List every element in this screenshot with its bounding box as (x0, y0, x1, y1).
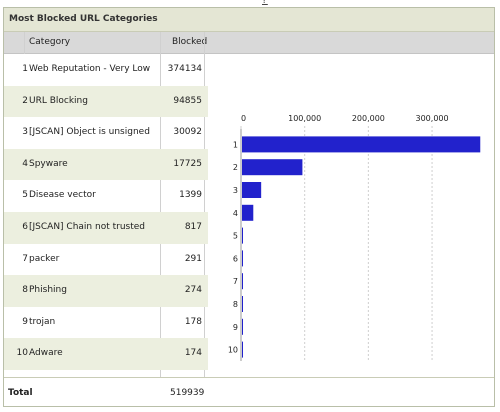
bar[interactable] (242, 273, 243, 290)
blocked-bar-chart: 0 100,000 200,000 300,000 1 2 3 4 5 6 7 8 9 10 (228, 114, 481, 361)
row-rank: 6 (22, 221, 28, 232)
x-tick-label: 200,000 (352, 114, 385, 123)
bar[interactable] (242, 182, 262, 198)
y-tick-label: 10 (228, 346, 238, 355)
column-divider (160, 32, 161, 377)
column-divider (204, 32, 205, 377)
header-category[interactable]: Category (29, 37, 71, 47)
bar[interactable] (242, 296, 243, 312)
row-blocked-count: 374134 (167, 64, 202, 74)
bar[interactable] (242, 318, 243, 335)
table-row: 9 trojan 178 (4, 307, 208, 339)
row-blocked-count: 178 (184, 316, 202, 327)
panel-title: Most Blocked URL Categories (4, 8, 494, 32)
y-tick-label: 5 (233, 232, 238, 241)
row-blocked-count: 274 (184, 285, 202, 296)
row-rank: 5 (22, 190, 28, 201)
row-category[interactable]: trojan (29, 316, 56, 327)
y-tick-label: 2 (233, 163, 238, 172)
total-label: Total (8, 388, 33, 398)
y-tick-label: 4 (233, 209, 238, 218)
y-tick-label: 3 (233, 186, 238, 195)
column-divider (24, 32, 25, 54)
row-category[interactable]: Adware (29, 348, 63, 359)
most-blocked-url-categories-panel: Most Blocked URL Categories Category Blo… (3, 7, 495, 407)
bar[interactable] (242, 341, 243, 358)
row-category[interactable]: URL Blocking (29, 95, 88, 106)
table-row: 7 packer 291 (4, 244, 208, 276)
table-row: 4 Spyware 17725 (4, 148, 208, 181)
x-tick-label: 100,000 (288, 114, 321, 123)
row-blocked-count: 1399 (179, 190, 202, 201)
table-row: 1 Web Reputation - Very Low 374134 (4, 54, 208, 86)
bar[interactable] (242, 250, 243, 267)
row-category[interactable]: Spyware (29, 158, 68, 169)
total-value: 519939 (170, 388, 205, 398)
bar[interactable] (242, 159, 303, 176)
table-row: 2 URL Blocking 94855 (4, 85, 208, 118)
table-row: 3 [JSCAN] Object is unsigned 30092 (4, 117, 208, 149)
row-blocked-count: 817 (184, 221, 202, 232)
row-blocked-count: 174 (184, 348, 202, 359)
y-tick-label: 8 (233, 300, 238, 309)
x-tick-label: 300,000 (416, 114, 449, 123)
bar[interactable] (242, 204, 254, 221)
table-row: 8 Phishing 274 (4, 275, 208, 307)
table-row: 5 Disease vector 1399 (4, 180, 208, 212)
row-rank: 9 (22, 316, 28, 327)
category-table: 1 Web Reputation - Very Low 374134 2 URL Blo… (4, 54, 208, 370)
row-category[interactable]: [JSCAN] Object is unsigned (29, 127, 150, 138)
y-tick-label: 6 (233, 254, 238, 263)
row-rank: 4 (22, 158, 28, 169)
y-tick-label: 7 (233, 277, 238, 286)
row-category[interactable]: Disease vector (29, 190, 96, 201)
row-rank: 2 (22, 95, 28, 106)
row-rank: 3 (22, 127, 28, 138)
row-blocked-count: 17725 (173, 158, 202, 169)
row-category[interactable]: packer (29, 253, 60, 264)
row-blocked-count: 30092 (173, 127, 202, 138)
total-row: Total 519939 (4, 377, 494, 408)
y-tick-label: 9 (233, 323, 238, 332)
bar[interactable] (242, 227, 243, 244)
y-tick-label: 1 (233, 140, 238, 149)
row-blocked-count: 94855 (173, 95, 202, 106)
table-row: 10 Adware 174 (4, 338, 208, 370)
x-tick-label: 0 (241, 114, 246, 123)
row-rank: 10 (16, 348, 28, 359)
clipped-top-text: ? (262, 0, 268, 6)
row-category[interactable]: [JSCAN] Chain not trusted (29, 221, 145, 232)
table-header: Category Blocked (4, 32, 494, 54)
bar[interactable] (242, 136, 481, 153)
header-blocked[interactable]: Blocked (172, 37, 208, 47)
row-rank: 1 (22, 64, 28, 74)
row-category[interactable]: Phishing (29, 285, 67, 296)
row-category[interactable]: Web Reputation - Very Low (29, 64, 151, 74)
row-rank: 8 (22, 285, 28, 296)
table-row: 6 [JSCAN] Chain not trusted 817 (4, 211, 208, 244)
row-blocked-count: 291 (184, 253, 202, 264)
row-rank: 7 (22, 253, 28, 264)
